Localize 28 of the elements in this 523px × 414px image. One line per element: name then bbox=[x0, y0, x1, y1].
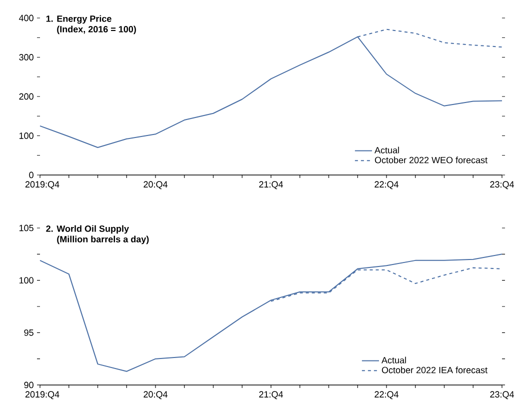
x-tick-label: 20:Q4 bbox=[144, 181, 168, 190]
y-tick-label: 300 bbox=[19, 54, 34, 60]
text: (Million barrels a day) bbox=[57, 236, 149, 244]
x-tick-label: 21:Q4 bbox=[259, 391, 283, 400]
y-tick-label: 0 bbox=[29, 172, 34, 178]
y-tick-label: 100 bbox=[19, 132, 34, 139]
text: (Index, 2016 = 100) bbox=[57, 26, 136, 34]
chart-title: 2. World Oil Supply bbox=[46, 225, 129, 234]
legend-label: October 2022 WEO forecast bbox=[374, 156, 488, 164]
x-tick-label: 20:Q4 bbox=[144, 391, 168, 400]
y-tick-label: 95 bbox=[24, 329, 34, 336]
y-tick-label: 105 bbox=[19, 224, 34, 232]
chart-title: 1. Energy Price bbox=[46, 15, 112, 24]
legend-label: Actual bbox=[374, 146, 399, 154]
x-tick-label: 2019:Q4 bbox=[25, 181, 60, 190]
legend-label: Actual bbox=[382, 356, 406, 364]
x-tick-label: 23:Q4 bbox=[490, 391, 514, 400]
x-tick-label: 22:Q4 bbox=[374, 391, 398, 400]
y-tick-label: 400 bbox=[18, 14, 34, 22]
y-tick-label: 100 bbox=[19, 277, 34, 284]
legend-label: October 2022 IEA forecast bbox=[382, 366, 488, 374]
y-tick-label: 200 bbox=[19, 93, 34, 100]
y-tick-label: 90 bbox=[24, 382, 34, 388]
x-tick-label: 23:Q4 bbox=[490, 181, 514, 190]
x-tick-label: 21:Q4 bbox=[259, 181, 283, 190]
x-tick-label: 22:Q4 bbox=[374, 181, 398, 190]
line-series bbox=[40, 254, 502, 372]
x-tick-label: 2019:Q4 bbox=[25, 391, 60, 400]
